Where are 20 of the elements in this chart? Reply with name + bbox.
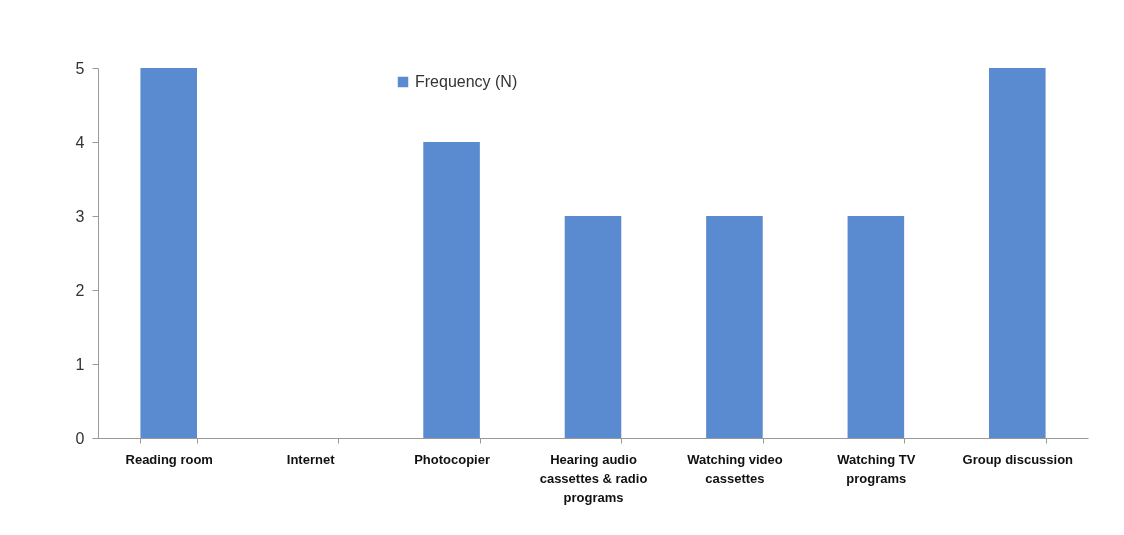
bar xyxy=(989,68,1046,438)
bar xyxy=(423,142,480,438)
x-tick-label: Watching TV programs xyxy=(837,451,916,486)
x-tick-label: Internet xyxy=(286,451,336,467)
bar xyxy=(140,68,197,438)
y-tick-label: 3 xyxy=(75,207,85,225)
y-tick-label: 5 xyxy=(75,59,85,77)
y-tick-label: 4 xyxy=(75,133,85,151)
y-tick-label: 2 xyxy=(75,281,85,299)
legend-label: Frequency (N) xyxy=(415,73,518,90)
bar xyxy=(706,216,763,438)
bar xyxy=(564,216,622,438)
x-tick-label: Hearing audio cassettes & radio programs xyxy=(539,451,648,505)
x-tick-label: Photocopier xyxy=(414,451,490,467)
y-tick-label: 1 xyxy=(75,355,85,373)
bar xyxy=(847,216,905,438)
x-tick-label: Watching video cassettes xyxy=(687,451,783,486)
y-tick-label: 0 xyxy=(75,429,85,447)
x-tick-label: Group discussion xyxy=(962,451,1074,467)
x-tick-label: Reading room xyxy=(125,451,213,467)
